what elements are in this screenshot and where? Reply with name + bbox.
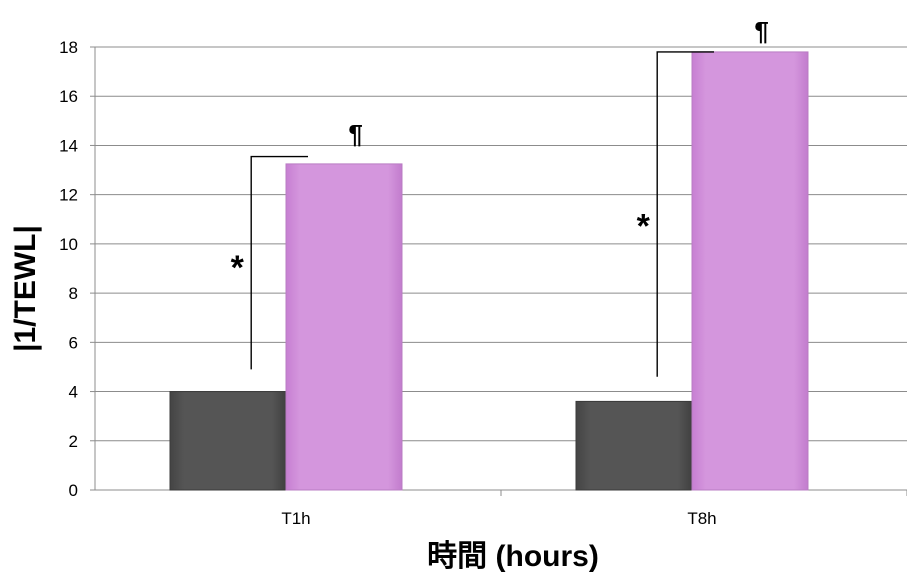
y-tick-label: 6 <box>69 333 78 352</box>
tick-labels: 0 2 4 6 8 10 12 14 16 18 T1h T8h <box>59 38 717 528</box>
bar <box>169 391 287 491</box>
y-tick-label: 2 <box>69 432 78 451</box>
significance-pilcrow: ¶ <box>754 16 768 46</box>
significance-bracket <box>250 155 308 370</box>
x-tick-label: T1h <box>281 509 310 528</box>
significance-star: * <box>231 249 245 287</box>
y-tick-label: 0 <box>69 481 78 500</box>
significance-annotations: * ¶ * ¶ <box>231 16 769 377</box>
bar <box>691 51 809 491</box>
bars <box>169 51 809 491</box>
y-axis-title: |1/TEWL| <box>9 225 42 352</box>
x-axis-title: 時間 (hours) <box>427 540 599 573</box>
significance-star: * <box>637 207 651 245</box>
significance-pilcrow: ¶ <box>348 119 362 149</box>
bar <box>285 163 403 491</box>
y-tick-label: 4 <box>69 383 78 402</box>
y-tick-label: 16 <box>59 87 78 106</box>
significance-bracket <box>656 51 714 377</box>
y-tick-label: 8 <box>69 284 78 303</box>
y-tick-label: 10 <box>59 235 78 254</box>
y-tick-label: 14 <box>59 136 78 155</box>
x-tick-label: T8h <box>687 509 716 528</box>
y-tick-label: 18 <box>59 38 78 57</box>
bar <box>575 400 693 491</box>
y-tick-label: 12 <box>59 186 78 205</box>
